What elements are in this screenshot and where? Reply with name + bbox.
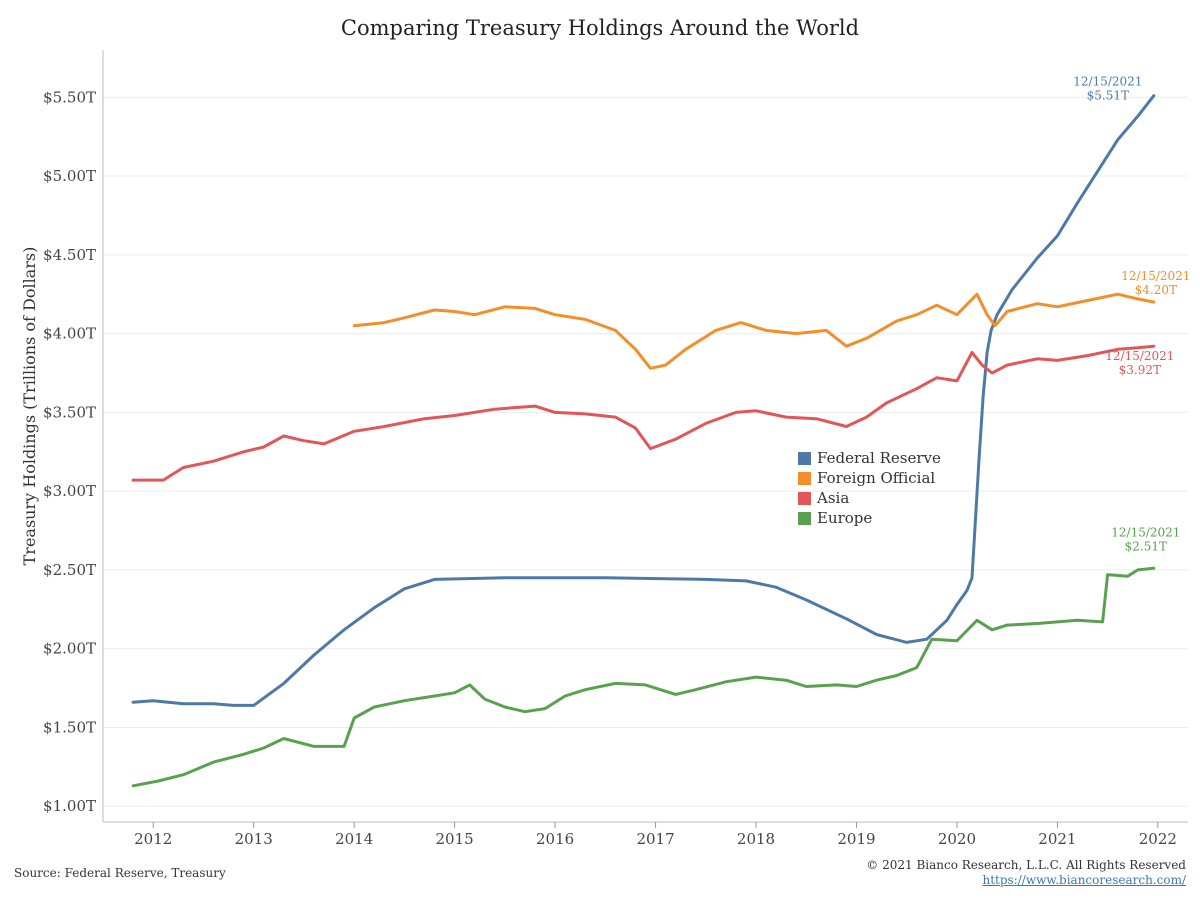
x-tick-label: 2019 (837, 830, 875, 848)
y-tick-label: $1.00T (43, 797, 96, 815)
annotation-foreign-official: 12/15/2021$4.20T (1121, 269, 1190, 297)
legend-swatch-foreign-official (798, 471, 811, 485)
y-tick-label: $4.00T (43, 325, 96, 343)
series-line-foreign-official (352, 292, 1156, 370)
legend-label-asia: Asia (817, 489, 850, 507)
legend-item-europe: Europe (798, 508, 941, 528)
x-tick-label: 2015 (436, 830, 474, 848)
y-tick-label: $2.00T (43, 640, 96, 658)
x-tick-label: 2016 (536, 830, 574, 848)
x-tick-label: 2013 (235, 830, 273, 848)
chart-title: Comparing Treasury Holdings Around the W… (340, 16, 860, 40)
annotation-date: 12/15/2021 (1073, 75, 1142, 89)
legend-swatch-europe (798, 511, 811, 525)
series-line-europe (131, 566, 1156, 788)
legend-item-asia: Asia (798, 488, 941, 508)
legend-label-europe: Europe (817, 509, 873, 527)
x-tick-label: 2018 (737, 830, 775, 848)
axes: $1.00T $1.50T $2.00T $2.50T $3.00T $3.50T $4.0… (20, 50, 1188, 848)
legend-label-foreign-official: Foreign Official (817, 469, 936, 487)
legend: Federal Reserve Foreign Official Asia Eu… (798, 448, 941, 528)
y-tick-label: $1.50T (43, 718, 96, 736)
y-tick-label: $4.50T (43, 246, 96, 264)
legend-swatch-asia (798, 491, 811, 505)
x-tick-label: 2022 (1139, 830, 1177, 848)
annotation-asia: 12/15/2021$3.92T (1105, 349, 1174, 377)
legend-item-federal-reserve: Federal Reserve (798, 448, 941, 468)
annotation-value: $4.20T (1135, 283, 1177, 297)
annotation-federal-reserve: 12/15/2021$5.51T (1073, 75, 1142, 103)
x-tick-label: 2021 (1038, 830, 1076, 848)
y-tick-label: $5.50T (43, 88, 96, 106)
legend-label-federal-reserve: Federal Reserve (817, 449, 941, 467)
series-lines (131, 94, 1156, 788)
y-axis-title: Treasury Holdings (Trillions of Dollars) (20, 247, 39, 566)
annotation-value: $5.51T (1087, 89, 1129, 103)
legend-item-foreign-official: Foreign Official (798, 468, 941, 488)
x-tick-label: 2017 (636, 830, 674, 848)
grid-lines (103, 96, 1188, 807)
x-tick-label: 2014 (335, 830, 373, 848)
annotation-value: $2.51T (1125, 539, 1167, 553)
legend-swatch-federal-reserve (798, 451, 811, 465)
y-tick-label: $5.00T (43, 167, 96, 185)
annotation-date: 12/15/2021 (1121, 269, 1190, 283)
x-tick-label: 2012 (134, 830, 172, 848)
end-annotations: 12/15/2021$5.51T12/15/2021$4.20T12/15/20… (1073, 75, 1190, 554)
website-link[interactable]: https://www.biancoresearch.com/ (982, 873, 1186, 887)
annotation-date: 12/15/2021 (1105, 349, 1174, 363)
annotation-europe: 12/15/2021$2.51T (1111, 525, 1180, 553)
source-note: Source: Federal Reserve, Treasury (14, 866, 226, 880)
copyright-note: © 2021 Bianco Research, L.L.C. All Right… (866, 858, 1186, 888)
annotation-value: $3.92T (1119, 363, 1161, 377)
copyright-text: © 2021 Bianco Research, L.L.C. All Right… (866, 858, 1186, 872)
series-line-federal-reserve (131, 94, 1156, 707)
x-tick-label: 2020 (938, 830, 976, 848)
series-line-asia (131, 344, 1156, 482)
y-tick-label: $3.00T (43, 482, 96, 500)
y-tick-label: $3.50T (43, 403, 96, 421)
y-tick-label: $2.50T (43, 561, 96, 579)
annotation-date: 12/15/2021 (1111, 525, 1180, 539)
